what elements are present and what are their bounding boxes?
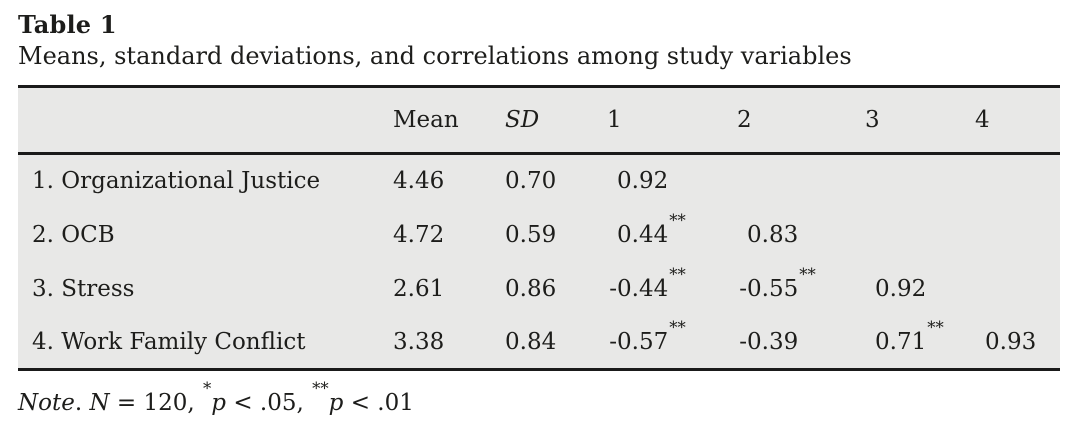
cell-value: 0.92 xyxy=(875,275,927,302)
significance-stars: ** xyxy=(669,318,686,338)
cell-value: 4.72 xyxy=(393,221,445,248)
column-header: Mean xyxy=(393,107,459,133)
cell-value: 0.59 xyxy=(505,221,557,248)
cell-value: 0.84 xyxy=(505,328,557,355)
table-row: 3. Stress 2.61 0.86 -0.44** -0.55** 0.92 xyxy=(18,262,1060,316)
note-segment: p xyxy=(328,390,344,416)
significance-stars: ** xyxy=(799,264,816,284)
row-label: 1. Organizational Justice xyxy=(32,168,321,195)
header-row: Mean SD 1 2 3 4 xyxy=(18,87,1060,154)
note-segment: * xyxy=(203,379,212,399)
column-header: 3 xyxy=(865,107,880,133)
row-label: 4. Work Family Conflict xyxy=(32,328,306,355)
note-segment: N xyxy=(89,390,110,416)
row-label: 3. Stress xyxy=(32,275,135,302)
document-page: Table 1 Means, standard deviations, and … xyxy=(18,10,1060,418)
significance-stars: ** xyxy=(927,318,944,338)
cell-value: 0.93 xyxy=(985,328,1037,355)
cell-value: -0.55** xyxy=(739,264,816,302)
cell-value xyxy=(970,154,1060,208)
table-number-heading: Table 1 xyxy=(18,10,117,39)
cell-value xyxy=(970,262,1060,316)
table-row: 4. Work Family Conflict 3.38 0.84 -0.57** -0… xyxy=(18,316,1060,370)
column-header: 2 xyxy=(737,107,752,133)
cell-value: 2.61 xyxy=(393,275,445,302)
table-note: Note. N = 120, *p < .05, **p < .01 xyxy=(18,381,1060,418)
column-header: SD xyxy=(505,107,540,133)
note-segment: = 120, xyxy=(109,390,202,416)
cell-value: 4.46 xyxy=(393,168,445,195)
significance-stars: ** xyxy=(669,264,686,284)
table-row: 1. Organizational Justice 4.46 0.70 0.92 xyxy=(18,154,1060,208)
cell-value xyxy=(730,154,860,208)
cell-value: -0.57** xyxy=(609,318,686,355)
table-row: 2. OCB 4.72 0.59 0.44** 0.83 xyxy=(18,208,1060,262)
note-segment: < .01 xyxy=(343,390,414,416)
significance-stars: ** xyxy=(669,210,686,230)
note-segment: p xyxy=(211,390,227,416)
correlation-table: Mean SD 1 2 3 4 1. Organizational Justice 4.46… xyxy=(18,85,1060,371)
column-header xyxy=(18,87,378,154)
cell-value: 3.38 xyxy=(393,328,445,355)
cell-value: -0.39 xyxy=(739,328,799,355)
cell-value: 0.44** xyxy=(617,210,686,248)
note-segment: ** xyxy=(312,379,329,399)
cell-value xyxy=(860,208,970,262)
table-caption: Means, standard deviations, and correlat… xyxy=(18,42,852,70)
note-segment: . xyxy=(74,390,90,416)
column-header: 4 xyxy=(975,107,990,133)
cell-value: 0.71** xyxy=(875,318,944,355)
column-header: 1 xyxy=(607,107,622,133)
cell-value: 0.70 xyxy=(505,168,557,195)
cell-value: 0.92 xyxy=(617,168,669,195)
note-segment: < .05, xyxy=(226,390,312,416)
note-segment: Note xyxy=(18,390,75,416)
cell-value xyxy=(970,208,1060,262)
row-label: 2. OCB xyxy=(32,221,115,248)
cell-value: -0.44** xyxy=(609,264,686,302)
cell-value: 0.83 xyxy=(747,221,799,248)
cell-value xyxy=(860,154,970,208)
cell-value: 0.86 xyxy=(505,275,557,302)
